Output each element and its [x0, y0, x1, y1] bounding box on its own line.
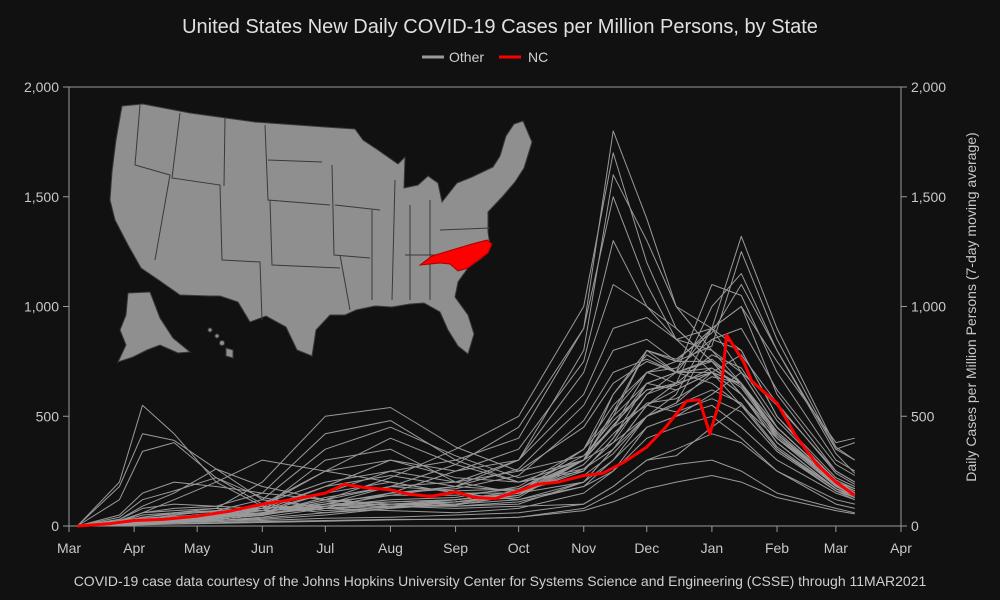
- series-line-other: [77, 433, 855, 527]
- x-tick-label: Dec: [634, 540, 659, 556]
- legend: Other NC: [422, 49, 548, 65]
- series-line-other: [77, 404, 855, 527]
- y-tick-label-right: 2,000: [911, 79, 946, 95]
- y-tick-label-right: 0: [911, 518, 919, 534]
- y-tick-label-left: 1,000: [24, 299, 59, 315]
- x-axis: Mar Apr May Jun Jul Aug Sep Oct Nov Dec Jan Feb Mar A…: [57, 526, 912, 556]
- us-map-inset: [109, 103, 533, 363]
- y-tick-label-right: 1,500: [911, 189, 946, 205]
- y-tick-label-right: 1,000: [911, 299, 946, 315]
- series-line-other: [77, 376, 856, 527]
- map-state-nc: [418, 239, 493, 272]
- y-axis-title-right: Daily Cases per Million Persons (7-day m…: [963, 132, 979, 481]
- series-line-other: [77, 327, 856, 527]
- series-line-other: [77, 349, 855, 527]
- chart-caption: COVID-19 case data courtesy of the Johns…: [74, 573, 927, 589]
- series-line-other: [77, 306, 855, 527]
- y-tick-label-left: 2,000: [24, 79, 59, 95]
- series-line-other: [77, 251, 855, 527]
- y-tick-label-right: 500: [911, 408, 935, 424]
- map-alaska: [117, 291, 192, 363]
- x-tick-label: Jul: [316, 540, 334, 556]
- x-tick-label: Oct: [508, 540, 530, 556]
- x-tick-label: Sep: [443, 540, 468, 556]
- y-tick-label-left: 1,500: [24, 189, 59, 205]
- series-line-other: [77, 415, 855, 527]
- x-tick-label: May: [184, 540, 210, 556]
- series-line-other: [77, 358, 855, 527]
- x-tick-label: Apr: [123, 540, 145, 556]
- legend-label-other: Other: [449, 49, 484, 65]
- series-line-other: [77, 404, 856, 527]
- x-tick-label: Aug: [378, 540, 403, 556]
- legend-label-nc: NC: [528, 49, 548, 65]
- series-line-other: [77, 273, 856, 527]
- chart-title: United States New Daily COVID-19 Cases p…: [182, 16, 818, 38]
- x-tick-label: Nov: [571, 540, 596, 556]
- y-tick-label-left: 0: [51, 518, 59, 534]
- x-tick-label: Jun: [251, 540, 274, 556]
- x-tick-label: Apr: [890, 540, 912, 556]
- x-tick-label: Feb: [765, 540, 789, 556]
- series-line-other: [77, 475, 855, 527]
- series-line-nc: [77, 333, 856, 528]
- map-hawaii: [207, 327, 234, 359]
- x-tick-label: Jan: [701, 540, 724, 556]
- nc-series-group: [77, 333, 856, 528]
- x-tick-label: Mar: [57, 540, 81, 556]
- series-line-other: [77, 371, 855, 527]
- series-line-other: [77, 317, 856, 527]
- y-axis-left: 0 500 1,000 1,500 2,000: [24, 79, 69, 534]
- y-tick-label-left: 500: [36, 408, 60, 424]
- x-tick-label: Mar: [824, 540, 848, 556]
- y-axis-right: 0 500 1,000 1,500 2,000: [901, 79, 946, 534]
- map-contiguous-us: [109, 103, 533, 357]
